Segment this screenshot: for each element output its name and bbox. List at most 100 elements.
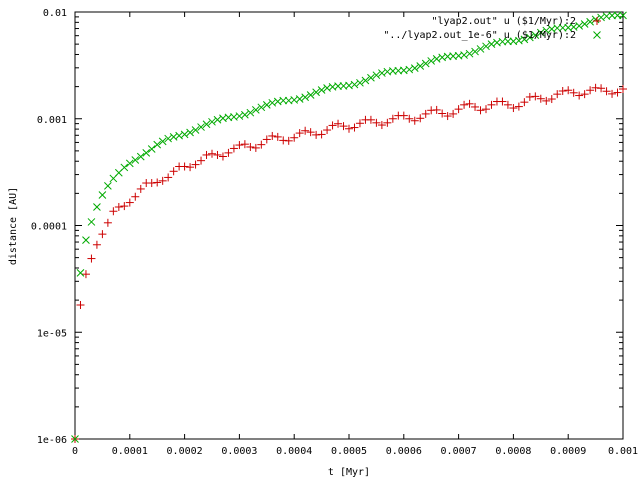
data-point: [158, 176, 167, 185]
data-point: [202, 150, 211, 159]
data-point: [608, 11, 616, 20]
x-tick-label: 0.0007: [441, 446, 477, 457]
data-point: [284, 136, 293, 145]
data-point: [295, 129, 304, 138]
data-point: [273, 132, 282, 141]
data-point: [268, 131, 277, 140]
y-tick-label: 0.0001: [31, 222, 67, 233]
x-tick-label: 0.0006: [386, 446, 422, 457]
data-point: [531, 92, 540, 101]
x-tick-label: 0.0004: [276, 446, 312, 457]
data-point: [350, 80, 359, 89]
data-point: [317, 86, 326, 94]
data-point: [268, 98, 277, 107]
data-point: [136, 184, 145, 193]
data-point: [487, 40, 496, 48]
data-point: [443, 112, 452, 121]
data-point: [82, 236, 90, 244]
data-point: [520, 98, 529, 107]
data-point: [525, 33, 534, 42]
data-point: [103, 218, 112, 227]
data-point: [542, 26, 551, 35]
data-point: [580, 20, 589, 28]
data-point: [416, 114, 425, 123]
y-tick-label: 0.01: [43, 8, 67, 19]
data-point: [191, 160, 200, 169]
data-point: [586, 86, 595, 95]
data-point: [350, 123, 359, 132]
data-point: [262, 135, 271, 144]
data-point: [339, 122, 348, 131]
data-point: [608, 89, 617, 98]
data-point: [109, 207, 118, 216]
data-point: [416, 62, 425, 70]
data-point: [251, 106, 260, 114]
x-tick-label: 0.0001: [112, 446, 148, 457]
data-point: [597, 84, 606, 93]
data-point: [229, 144, 238, 153]
data-point: [147, 179, 156, 188]
data-point: [542, 96, 551, 105]
data-point: [602, 87, 611, 96]
data-point: [241, 110, 249, 119]
data-point: [202, 120, 211, 129]
data-point: [460, 51, 468, 59]
data-point: [482, 105, 490, 114]
data-point: [76, 300, 85, 309]
data-point: [399, 111, 408, 120]
data-point: [213, 150, 222, 159]
data-point: [355, 119, 364, 128]
y-tick-label: 1e-05: [37, 328, 67, 339]
data-point: [120, 163, 129, 172]
data-point: [98, 230, 107, 239]
data-point: [334, 119, 343, 128]
data-point: [613, 11, 622, 20]
data-point: [114, 203, 123, 212]
data-point: [81, 270, 90, 279]
x-tick-label: 0.0003: [221, 446, 257, 457]
data-point: [257, 103, 266, 112]
data-point: [235, 141, 244, 150]
data-point: [98, 191, 107, 199]
data-point: [87, 218, 96, 226]
data-point: [525, 92, 534, 101]
data-point: [421, 109, 430, 118]
data-point: [377, 121, 386, 130]
data-point: [246, 108, 255, 117]
legend-marker-cross: [593, 31, 601, 39]
data-point: [306, 91, 315, 99]
data-point: [257, 140, 266, 149]
data-point: [564, 86, 573, 95]
data-point: [71, 435, 79, 443]
data-point: [186, 128, 194, 137]
data-point: [514, 102, 523, 111]
data-point: [87, 254, 96, 263]
data-point: [224, 148, 233, 157]
data-point: [619, 84, 627, 93]
data-point: [482, 42, 490, 51]
data-point: [120, 202, 129, 211]
data-point: [536, 94, 545, 103]
data-point: [180, 162, 189, 171]
data-point: [131, 156, 140, 164]
data-point: [295, 95, 304, 103]
data-point: [476, 45, 485, 53]
legend: "lyap2.out" u ($1/Myr):2 "../lyap2.out_1…: [383, 16, 601, 41]
data-point: [345, 124, 353, 133]
data-point: [197, 123, 205, 131]
x-axis-ticks: 0 0.0001 0.0002 0.0003 0.0004 0.0005 0.0006 0.0…: [72, 12, 638, 457]
data-point: [180, 130, 189, 139]
y-tick-label: 0.001: [37, 115, 67, 126]
x-tick-label: 0.0009: [550, 446, 586, 457]
data-point: [421, 59, 430, 68]
data-point: [356, 78, 364, 87]
data-point: [586, 17, 594, 26]
data-point: [619, 11, 627, 20]
data-point: [301, 93, 310, 102]
data-point: [125, 159, 134, 168]
data-point: [92, 240, 101, 249]
data-point: [476, 106, 485, 115]
x-tick-label: 0: [72, 446, 78, 457]
y-axis-ticks: 1e-06 1e-05 0.0001 0.001 0.01: [31, 8, 623, 446]
